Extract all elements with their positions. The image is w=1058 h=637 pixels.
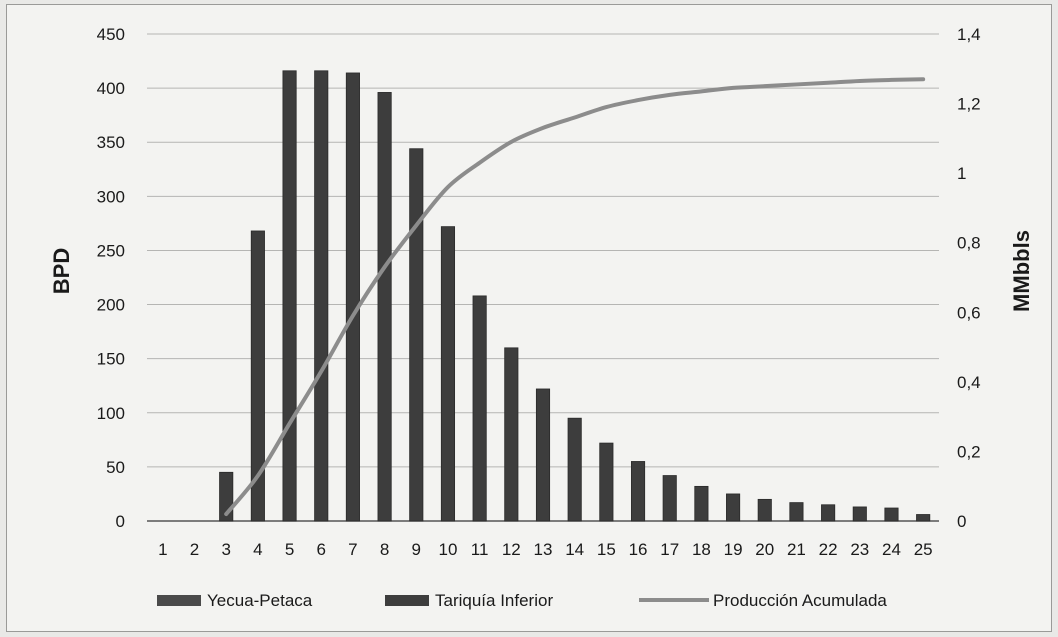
bar-tariqu-a-inferior [504, 347, 519, 522]
bar-tariqu-a-inferior [535, 388, 551, 522]
x-tick-label: 19 [724, 540, 743, 559]
y-tick-label: 250 [97, 241, 125, 260]
bar-tariqu-a-inferior [821, 504, 836, 522]
y-tick-label: 450 [97, 25, 125, 44]
x-tick-label: 8 [380, 540, 389, 559]
grid-layer [147, 33, 939, 522]
bar-tariqu-a-inferior [345, 72, 360, 522]
y-tick-label: 150 [97, 350, 125, 369]
x-tick-label: 24 [882, 540, 901, 559]
x-tick-label: 12 [502, 540, 521, 559]
x-tick-label: 25 [914, 540, 933, 559]
legend-yecua-petaca-label: Yecua-Petaca [207, 591, 313, 610]
x-tick-label: 21 [787, 540, 806, 559]
y2-tick-label: 0 [957, 512, 966, 531]
legend-tariqu-a-inferior-label: Tariquía Inferior [435, 591, 553, 610]
x-tick-label: 11 [471, 540, 489, 559]
y-tick-label: 200 [97, 296, 125, 315]
bar-tariqu-a-inferior [314, 70, 329, 522]
legend: Yecua-Petaca Tariquía Inferior Producción … [157, 591, 887, 610]
x-tick-label: 3 [221, 540, 230, 559]
y2-tick-label: 0,2 [957, 442, 981, 461]
y-tick-label: 350 [97, 133, 125, 152]
x-tick-label: 10 [438, 540, 457, 559]
bar-tariqu-a-inferior [884, 507, 899, 522]
x-tick-label: 23 [850, 540, 869, 559]
x-tick-label: 15 [597, 540, 616, 559]
x-tick-label: 14 [565, 540, 584, 559]
bar-tariqu-a-inferior [440, 226, 456, 522]
y2-tick-label: 1 [957, 164, 966, 183]
bar-tariqu-a-inferior [472, 295, 487, 522]
y-tick-label: 300 [97, 187, 125, 206]
x-tick-label: 16 [629, 540, 648, 559]
bar-tariqu-a-inferior [726, 493, 741, 522]
y2-tick-label: 0,6 [957, 303, 981, 322]
x-tick-label: 18 [692, 540, 711, 559]
bar-tariqu-a-inferior [916, 514, 931, 522]
bar-tariqu-a-inferior [599, 442, 614, 522]
y2-tick-label: 1,2 [957, 95, 981, 114]
y-tick-label: 0 [116, 512, 125, 531]
y-tick-label: 100 [97, 404, 125, 423]
x-tick-label: 2 [190, 540, 199, 559]
x-tick-label: 5 [285, 540, 294, 559]
x-tick-label: 6 [317, 540, 326, 559]
x-tick-label: 9 [412, 540, 421, 559]
x-tick-label: 13 [534, 540, 553, 559]
chart-frame: 0 50 100 150 200 250 300 350 400 450 0 0,2 0,4 0,6 0,8… [6, 4, 1052, 632]
bar-tariqu-a-inferior [250, 230, 265, 522]
bar-tariqu-a-inferior [567, 417, 582, 522]
x-tick-label: 4 [253, 540, 262, 559]
bar-tariqu-a-inferior [377, 92, 392, 522]
x-tick-label: 20 [755, 540, 774, 559]
legend-tariqu-a-inferior-swatch [385, 595, 429, 606]
x-tick-label: 7 [348, 540, 357, 559]
bar-tariqu-a-inferior [409, 148, 424, 522]
y-axis-title: BPD [49, 248, 74, 294]
chart-svg: 0 50 100 150 200 250 300 350 400 450 0 0,2 0,4 0,6 0,8… [49, 25, 1034, 610]
bars-layer [219, 70, 931, 522]
y2-tick-label: 0,4 [957, 373, 981, 392]
bar-tariqu-a-inferior [630, 461, 646, 522]
legend-producci-n-acumulada-label: Producción Acumulada [713, 591, 887, 610]
x-tick-label: 17 [660, 540, 679, 559]
y2-tick-label: 0,8 [957, 234, 981, 253]
y2-axis-title: MMbbls [1009, 230, 1034, 312]
bar-tariqu-a-inferior [757, 498, 772, 522]
bar-tariqu-a-inferior [852, 506, 867, 522]
line-produccion-acumulada [224, 77, 926, 517]
y-tick-label: 400 [97, 79, 125, 98]
ticks-layer: 0 50 100 150 200 250 300 350 400 450 0 0,2 0,4 0,6 0,8… [97, 25, 981, 559]
line-layer [224, 77, 926, 517]
x-tick-label: 22 [819, 540, 838, 559]
y-tick-label: 50 [106, 458, 125, 477]
y2-tick-label: 1,4 [957, 25, 981, 44]
bar-tariqu-a-inferior [282, 70, 297, 522]
bar-tariqu-a-inferior [789, 502, 804, 522]
x-tick-label: 1 [158, 540, 167, 559]
bar-tariqu-a-inferior [662, 475, 677, 522]
bar-tariqu-a-inferior [694, 485, 709, 522]
legend-yecua-petaca-swatch [157, 595, 201, 606]
